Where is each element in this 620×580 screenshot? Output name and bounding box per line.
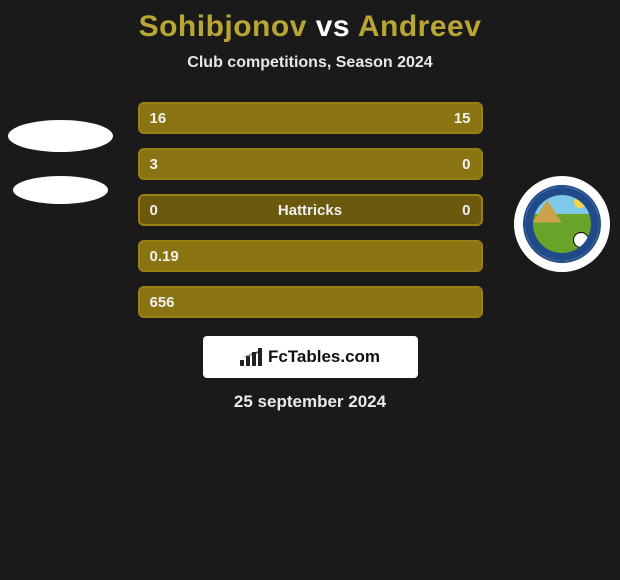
stat-left-value: 3 (150, 156, 158, 173)
stat-right-value: 0 (462, 156, 470, 173)
stat-row: 0 0Hattricks (0, 194, 620, 226)
fctables-logo: FcTables.com (203, 336, 418, 378)
stat-bar: 656Min per goal (138, 286, 483, 318)
stat-bar: 1615Matches (138, 102, 483, 134)
stat-bar: 0 0Hattricks (138, 194, 483, 226)
stat-row: 656Min per goal (0, 286, 620, 318)
stat-bar: 30Goals (138, 148, 483, 180)
stat-right-value: 15 (454, 110, 471, 127)
stat-label: Hattricks (140, 202, 481, 219)
bar-chart-icon (240, 348, 262, 366)
stat-row: 0.19Goals per match (0, 240, 620, 272)
stat-row: 1615Matches (0, 102, 620, 134)
stat-left-value: 16 (150, 110, 167, 127)
stat-left-value: 0.19 (150, 248, 179, 265)
stat-left-value: 656 (150, 294, 175, 311)
stat-right-value: 0 (462, 202, 470, 219)
player2-name: Andreev (358, 10, 482, 43)
page-title: Sohibjonov vs Andreev (0, 10, 620, 44)
player1-name: Sohibjonov (139, 10, 307, 43)
logo-text: FcTables.com (268, 347, 380, 367)
date-label: 25 september 2024 (0, 392, 620, 412)
stat-row: 30Goals (0, 148, 620, 180)
stat-fill-left (140, 242, 481, 270)
comparison-card: Sohibjonov vs Andreev Club competitions,… (0, 0, 620, 412)
stat-fill-left (140, 150, 481, 178)
stat-bar: 0.19Goals per match (138, 240, 483, 272)
subtitle: Club competitions, Season 2024 (0, 54, 620, 72)
stat-fill-left (140, 288, 481, 316)
stat-left-value: 0 (150, 202, 158, 219)
vs-separator: vs (316, 10, 350, 43)
